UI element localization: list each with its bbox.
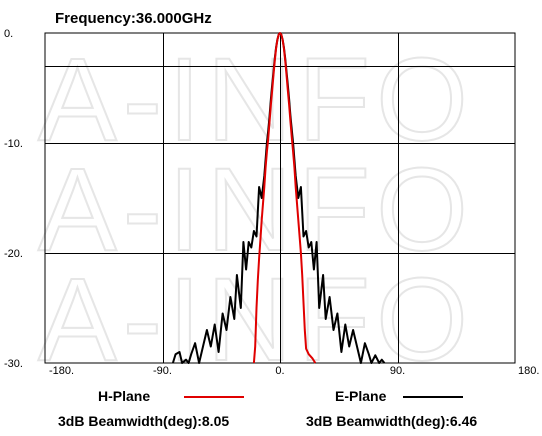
chart-title: Frequency:36.000GHz xyxy=(55,10,212,27)
watermark-text: A-INFO xyxy=(38,34,474,166)
legend: H-Plane E-Plane xyxy=(98,388,463,404)
x-tick-label: -90. xyxy=(153,365,172,377)
grid xyxy=(45,33,515,363)
x-tick-label: 0. xyxy=(275,365,284,377)
x-tick-label: 180. xyxy=(518,365,539,377)
y-axis-tick-labels: 0. -10. -20. -30. xyxy=(4,28,23,370)
y-tick-label: -10. xyxy=(4,138,23,150)
h-plane-beamwidth: 3dB Beamwidth(deg):8.05 xyxy=(58,413,229,429)
watermark-text: A-INFO xyxy=(38,254,474,386)
y-tick-label: -30. xyxy=(4,358,23,370)
legend-h-plane-label: H-Plane xyxy=(98,388,150,404)
x-axis-tick-labels: -180. -90. 0. 90. 180. xyxy=(49,365,539,377)
watermark-text: A-INFO xyxy=(38,144,474,276)
y-tick-label: -20. xyxy=(4,248,23,260)
h-plane-line xyxy=(252,32,317,364)
series-lines xyxy=(171,32,386,364)
legend-e-plane-label: E-Plane xyxy=(335,388,387,404)
x-tick-label: 90. xyxy=(390,365,405,377)
x-tick-label: -180. xyxy=(49,365,74,377)
y-tick-label: 0. xyxy=(4,28,13,40)
e-plane-beamwidth: 3dB Beamwidth(deg):6.46 xyxy=(306,413,477,429)
